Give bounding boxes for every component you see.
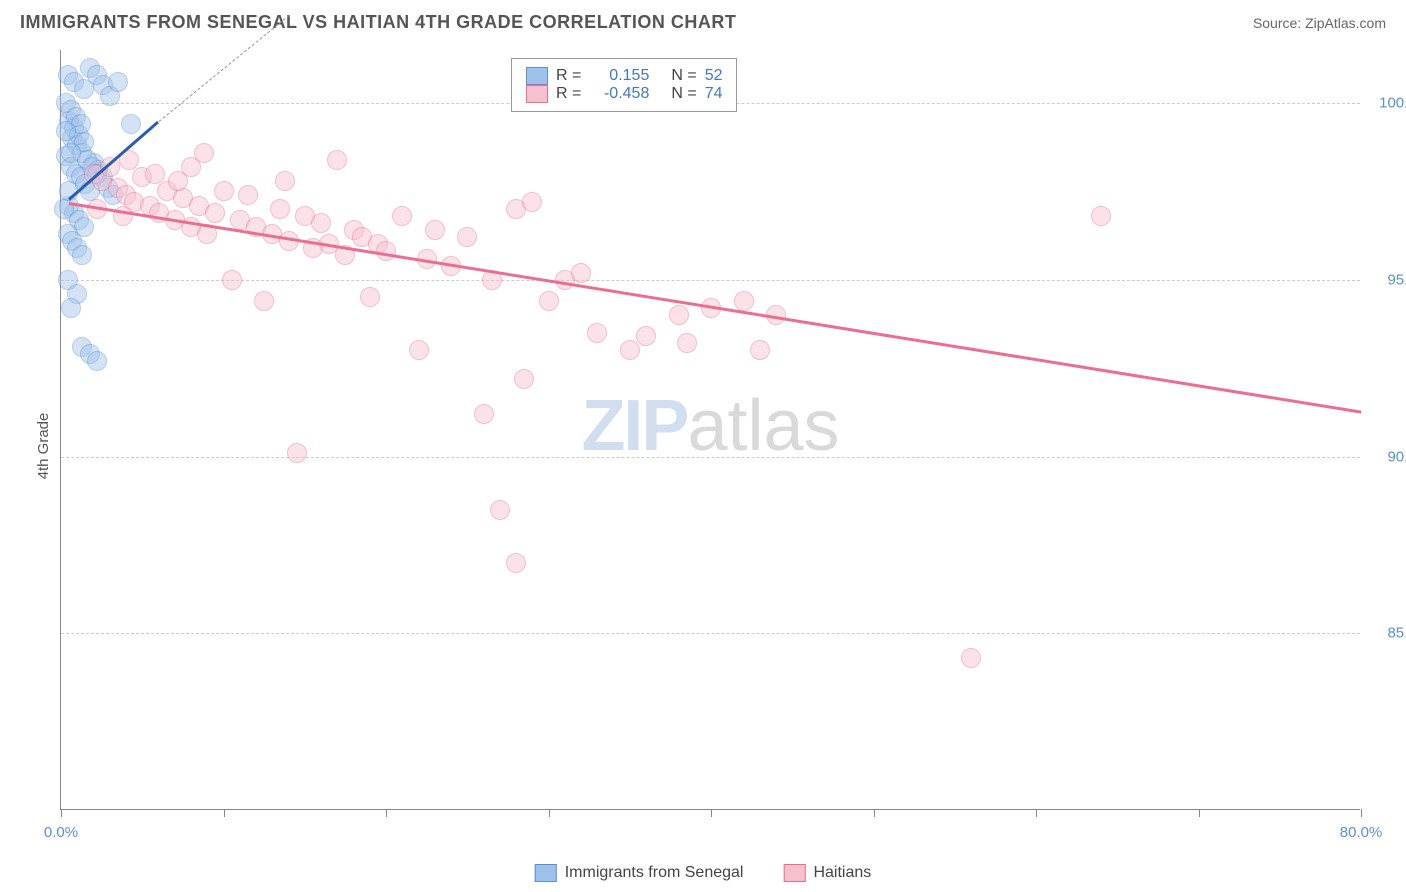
y-tick-label: 90.0% — [1387, 448, 1406, 465]
data-point — [311, 213, 331, 233]
data-point — [61, 143, 81, 163]
data-point — [587, 323, 607, 343]
watermark: ZIPatlas — [581, 384, 839, 466]
chart-title: IMMIGRANTS FROM SENEGAL VS HAITIAN 4TH G… — [20, 12, 736, 33]
legend-row: R =-0.458N =74 — [526, 85, 722, 103]
x-tick — [1036, 809, 1037, 817]
data-point — [474, 404, 494, 424]
data-point — [1091, 206, 1111, 226]
data-point — [87, 351, 107, 371]
data-point — [571, 263, 591, 283]
data-point — [539, 291, 559, 311]
legend-item-haitians: Haitians — [783, 864, 871, 882]
data-point — [750, 340, 770, 360]
legend-row: R =0.155N =52 — [526, 67, 722, 85]
y-tick-label: 85.0% — [1387, 625, 1406, 642]
chart-source: Source: ZipAtlas.com — [1253, 15, 1386, 31]
data-point — [677, 333, 697, 353]
data-point — [205, 203, 225, 223]
data-point — [61, 298, 81, 318]
x-tick — [1199, 809, 1200, 817]
data-point — [514, 369, 534, 389]
data-point — [490, 500, 510, 520]
data-point — [409, 340, 429, 360]
x-tick — [224, 809, 225, 817]
legend-swatch — [526, 67, 548, 85]
y-tick-label: 100.0% — [1379, 95, 1406, 112]
chart-header: IMMIGRANTS FROM SENEGAL VS HAITIAN 4TH G… — [20, 12, 1386, 33]
data-point — [72, 245, 92, 265]
data-point — [287, 443, 307, 463]
gridline — [61, 633, 1360, 634]
data-point — [108, 72, 128, 92]
data-point — [620, 340, 640, 360]
data-point — [360, 287, 380, 307]
x-tick — [386, 809, 387, 817]
data-point — [457, 227, 477, 247]
data-point — [961, 648, 981, 668]
gridline — [61, 457, 1360, 458]
y-axis-label: 4th Grade — [35, 413, 52, 480]
data-point — [270, 199, 290, 219]
bottom-legend: Immigrants from Senegal Haitians — [535, 864, 872, 882]
gridline — [61, 280, 1360, 281]
data-point — [669, 305, 689, 325]
data-point — [506, 553, 526, 573]
data-point — [734, 291, 754, 311]
legend-swatch — [526, 85, 548, 103]
x-tick-label: 80.0% — [1340, 824, 1383, 841]
x-tick — [549, 809, 550, 817]
x-tick — [874, 809, 875, 817]
legend-swatch-haitians — [783, 864, 805, 882]
data-point — [56, 121, 76, 141]
data-point — [275, 171, 295, 191]
correlation-legend: R =0.155N =52R =-0.458N =74 — [511, 58, 737, 112]
data-point — [327, 150, 347, 170]
data-point — [194, 143, 214, 163]
data-point — [214, 181, 234, 201]
data-point — [145, 164, 165, 184]
data-point — [425, 220, 445, 240]
data-point — [168, 171, 188, 191]
data-point — [522, 192, 542, 212]
data-point — [392, 206, 412, 226]
x-tick-label: 0.0% — [44, 824, 78, 841]
legend-swatch-senegal — [535, 864, 557, 882]
data-point — [121, 114, 141, 134]
x-tick — [1361, 809, 1362, 817]
data-point — [636, 326, 656, 346]
x-tick — [61, 809, 62, 817]
data-point — [222, 270, 242, 290]
data-point — [238, 185, 258, 205]
data-point — [254, 291, 274, 311]
x-tick — [711, 809, 712, 817]
y-tick-label: 95.0% — [1387, 271, 1406, 288]
plot-area: ZIPatlas 85.0%90.0%95.0%100.0%0.0%80.0%R… — [60, 50, 1360, 810]
legend-item-senegal: Immigrants from Senegal — [535, 864, 744, 882]
